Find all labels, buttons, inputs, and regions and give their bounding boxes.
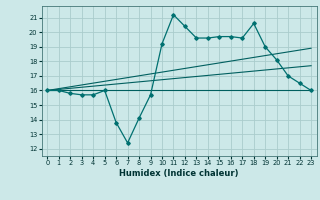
- X-axis label: Humidex (Indice chaleur): Humidex (Indice chaleur): [119, 169, 239, 178]
